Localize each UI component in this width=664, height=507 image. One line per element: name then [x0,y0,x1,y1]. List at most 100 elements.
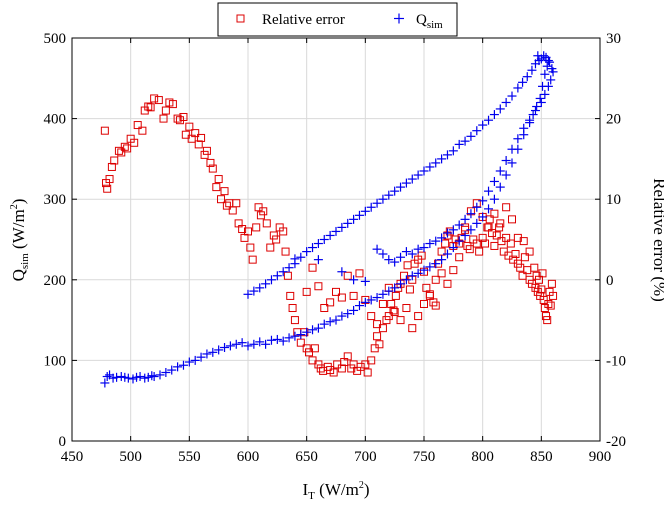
qsim-point [231,339,241,349]
relative-error-point [123,144,132,153]
qsim-point [349,305,359,315]
qsim-point [489,110,499,120]
qsim-point [478,120,488,130]
relative-error-point [308,356,317,365]
qsim-point [112,372,122,382]
relative-error-point [191,129,200,138]
qsim-point [466,209,476,219]
relative-error-point [144,102,153,111]
relative-error-point [238,225,247,234]
relative-error-point [384,312,393,321]
relative-error-point [197,133,206,142]
series-layer [100,51,558,388]
relative-error-point [518,271,527,280]
relative-error-point [283,271,292,280]
qsim-point [454,236,464,246]
relative-error-point [492,231,501,240]
relative-error-point [449,266,458,275]
qsim-point [419,243,429,253]
qsim-point [484,115,494,125]
relative-error-point [110,156,119,165]
qsim-point [313,255,323,265]
qsim-point [337,311,347,321]
y-right-tick-label: 30 [606,31,621,47]
relative-error-point [272,235,281,244]
qsim-point [278,267,288,277]
relative-error-point [332,287,340,296]
qsim-point [454,220,464,230]
relative-error-point [154,96,163,105]
qsim-point [255,283,265,293]
y-left-tick-label: 300 [44,192,67,208]
qsim-point [425,239,435,249]
relative-error-point [525,247,534,256]
qsim-point [384,190,394,200]
relative-error-point [286,291,295,300]
relative-error-point [375,340,384,349]
relative-error-point [266,243,275,252]
qsim-point [319,235,329,244]
qsim-point [448,225,458,235]
relative-error-point [441,239,450,248]
qsim-point [527,65,537,75]
relative-error-point [200,150,209,159]
relative-error-point [396,316,405,325]
relative-error-point [431,275,440,284]
relative-error-point [389,306,398,315]
relative-error-point [337,293,346,302]
relative-error-point [308,263,317,272]
relative-error-point [537,285,546,294]
qsim-point [360,206,370,216]
qsim-point [507,158,517,168]
qsim-point [536,97,546,107]
qsim-point [533,51,543,61]
qsim-point [437,255,447,265]
relative-error-point [484,223,493,232]
relative-error-point [361,360,370,369]
qsim-point [431,236,441,246]
qsim-point [319,319,329,329]
qsim-point [167,365,177,375]
qsim-point [501,170,511,180]
relative-error-point [281,247,290,256]
relative-error-point [519,237,528,246]
qsim-point [466,225,476,235]
relative-error-point [506,239,515,248]
qsim-point [413,244,423,254]
qsim-point [278,336,288,346]
qsim-point [545,57,555,67]
qsim-point [407,271,417,281]
relative-error-point [425,290,434,299]
qsim-point [413,268,423,278]
relative-error-point [373,332,382,341]
qsim-point [349,214,359,224]
relative-error-point [437,269,446,278]
qsim-point [460,214,470,224]
qsim-point [343,218,353,228]
relative-error-point [103,184,112,193]
relative-error-point [502,233,511,242]
y-left-tick-label: 200 [44,273,67,289]
relative-error-point [382,316,391,325]
relative-error-point [217,195,226,204]
y-left-axis-label: Qsim (W/m2) [9,199,31,282]
qsim-point [540,69,550,79]
y-left-tick-label: 400 [44,112,67,128]
relative-error-point [549,291,558,300]
relative-error-point [222,201,231,210]
qsim-point [501,97,511,107]
legend-label-qsim: Qsim [416,12,443,31]
relative-error-point [455,253,464,262]
qsim-point [178,360,188,370]
relative-error-point [349,291,358,300]
relative-error-point [305,348,314,357]
qsim-point [541,52,551,62]
relative-error-point [378,299,387,308]
qsim-point [349,275,359,285]
relative-error-point [356,362,365,371]
relative-error-point [259,207,268,216]
qsim-point [337,267,347,277]
relative-error-point [373,320,382,329]
relative-error-point [326,298,335,307]
qsim-point [484,186,494,196]
